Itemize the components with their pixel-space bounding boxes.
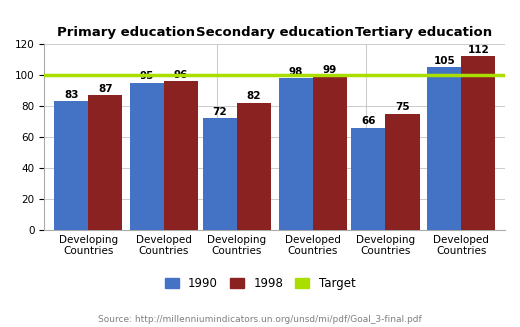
Bar xyxy=(352,128,385,230)
Text: 87: 87 xyxy=(98,84,112,94)
Bar xyxy=(313,77,347,230)
Bar xyxy=(279,78,313,230)
Text: 75: 75 xyxy=(395,102,410,112)
Bar xyxy=(461,57,495,230)
Text: 99: 99 xyxy=(322,65,337,75)
Text: 82: 82 xyxy=(246,92,261,101)
Text: 83: 83 xyxy=(64,90,79,100)
Text: 98: 98 xyxy=(289,67,303,77)
Legend: 1990, 1998, Target: 1990, 1998, Target xyxy=(160,272,360,295)
Bar xyxy=(88,95,122,230)
Bar xyxy=(130,83,164,230)
Bar xyxy=(427,67,461,230)
Bar xyxy=(237,103,271,230)
Text: Primary education: Primary education xyxy=(57,26,195,40)
Bar xyxy=(203,118,237,230)
Text: 95: 95 xyxy=(140,71,154,81)
Text: 66: 66 xyxy=(361,116,376,126)
Text: 96: 96 xyxy=(174,70,188,80)
Text: 72: 72 xyxy=(213,107,227,117)
Text: 105: 105 xyxy=(433,56,455,66)
Bar xyxy=(164,81,198,230)
Bar xyxy=(385,114,420,230)
Text: Source: http://millenniumindicators.un.org/unsd/mi/pdf/Goal_3-final.pdf: Source: http://millenniumindicators.un.o… xyxy=(98,315,422,324)
Text: Tertiary education: Tertiary education xyxy=(355,26,492,40)
Bar xyxy=(54,101,88,230)
Text: Secondary education: Secondary education xyxy=(196,26,354,40)
Text: 112: 112 xyxy=(467,45,489,55)
